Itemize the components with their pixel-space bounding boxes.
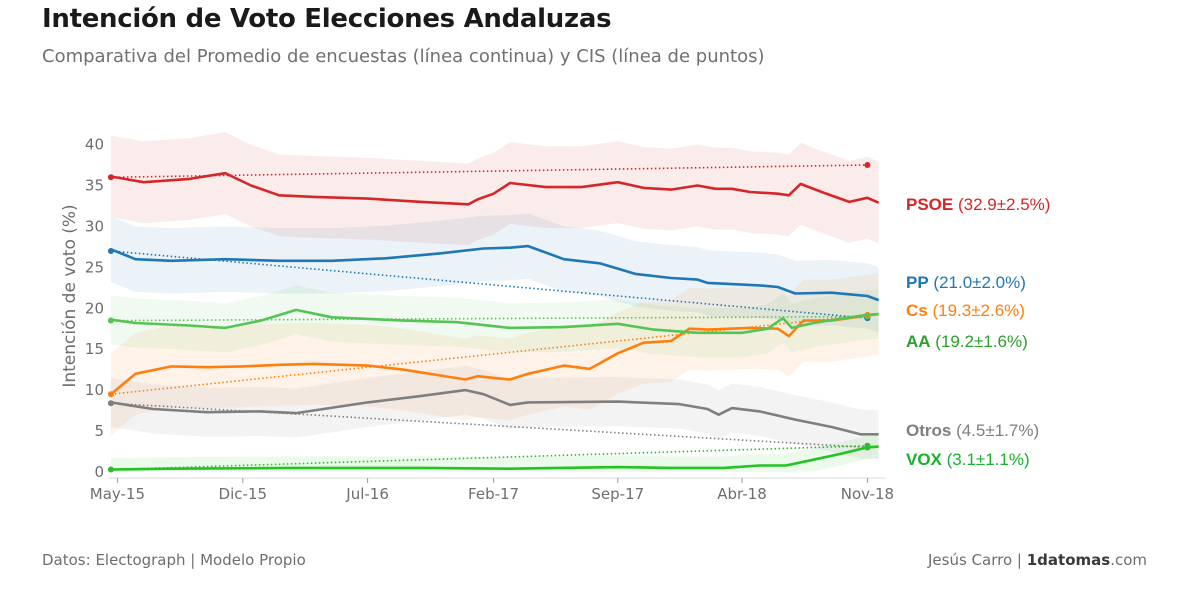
series-name: PSOE xyxy=(906,195,953,214)
chart-subtitle: Comparativa del Promedio de encuestas (l… xyxy=(42,46,765,67)
series-value: (19.2±1.6%) xyxy=(931,332,1028,351)
y-tick-label: 10 xyxy=(85,381,104,399)
cis-line-pp xyxy=(110,250,868,319)
y-tick-label: 35 xyxy=(85,176,104,194)
series-name: Otros xyxy=(906,421,951,440)
x-tick-label: Jul-16 xyxy=(345,485,389,503)
average-line-vox xyxy=(110,445,879,471)
x-tick-label: May-15 xyxy=(90,485,145,503)
band-otros xyxy=(110,365,879,459)
series-name: VOX xyxy=(906,450,943,469)
average-lines xyxy=(110,171,880,471)
average-line-pp xyxy=(110,244,880,302)
y-tick-label: 25 xyxy=(85,258,104,276)
x-tick-label: Nov-18 xyxy=(841,485,894,503)
band-pp xyxy=(110,213,879,333)
label-vox: VOX (3.1±1.1%) xyxy=(906,450,1030,469)
axes: 0 5 10 15 20 25 30 35 40 May-15 Dic-15 Jul-16 Feb-17… xyxy=(60,136,894,503)
series-value: (4.5±1.7%) xyxy=(951,421,1039,440)
label-cs: Cs (19.3±2.6%) xyxy=(906,301,1025,320)
data-source: Datos: Electograph | Modelo Propio xyxy=(42,551,306,569)
x-tick-label: Dic-15 xyxy=(219,485,267,503)
label-otros: Otros (4.5±1.7%) xyxy=(906,421,1039,440)
chart-title: Intención de Voto Elecciones Andaluzas xyxy=(42,4,612,34)
author-credit: Jesús Carro | 1datomas.com xyxy=(928,551,1147,569)
y-tick-label: 40 xyxy=(85,136,104,154)
brand-suffix: .com xyxy=(1110,551,1147,569)
band-aa xyxy=(110,285,879,358)
label-psoe: PSOE (32.9±2.5%) xyxy=(906,195,1050,214)
y-tick-label: 30 xyxy=(85,217,104,235)
series-value: (3.1±1.1%) xyxy=(942,450,1030,469)
cis-point-psoe xyxy=(864,162,871,169)
cis-line-cs xyxy=(110,314,868,395)
y-tick-label: 0 xyxy=(94,463,104,481)
x-tick-label: Abr-18 xyxy=(717,485,767,503)
series-name: Cs xyxy=(906,301,928,320)
y-tick-label: 20 xyxy=(85,299,104,317)
series-value: (21.0±2.0%) xyxy=(929,273,1026,292)
series-value: (32.9±2.5%) xyxy=(953,195,1050,214)
average-line-psoe xyxy=(110,171,880,206)
band-psoe xyxy=(110,132,879,246)
x-tick-label: Feb-17 xyxy=(468,485,519,503)
author-name: Jesús Carro | xyxy=(928,551,1027,569)
band-cs xyxy=(110,273,879,436)
average-line-otros xyxy=(110,388,879,436)
series-value: (19.3±2.6%) xyxy=(928,301,1025,320)
y-axis-label: Intención de voto (%) xyxy=(60,204,80,387)
series-name: PP xyxy=(906,273,929,292)
brand-bold: 1datomas xyxy=(1026,551,1111,569)
x-tick-label: Sep-17 xyxy=(591,485,644,503)
y-tick-label: 5 xyxy=(94,422,104,440)
average-line-aa xyxy=(110,308,879,335)
confidence-bands xyxy=(110,132,879,472)
label-pp: PP (21.0±2.0%) xyxy=(906,273,1026,292)
series-labels: PSOE (32.9±2.5%)PP (21.0±2.0%)Cs (19.3±2… xyxy=(906,195,1050,469)
label-aa: AA (19.2±1.6%) xyxy=(906,332,1028,351)
series-name: AA xyxy=(906,332,931,351)
y-tick-label: 15 xyxy=(85,340,104,358)
